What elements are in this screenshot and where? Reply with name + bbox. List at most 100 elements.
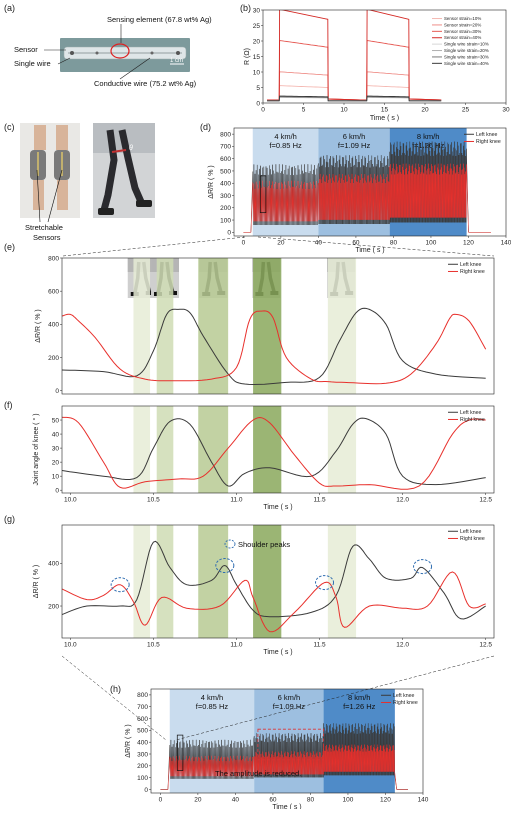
chart-d-xtick-label: 80 xyxy=(390,240,398,247)
chart-g: 10.0 10.5 11.0 11.5 12.0 12.5 200 400 Time ( s )… xyxy=(33,524,495,656)
chart-e-phase-band xyxy=(156,258,174,394)
chart-h-band-speed: 8 km/h xyxy=(348,693,371,702)
chart-b-series-line xyxy=(267,10,442,101)
sensors-pointer-left xyxy=(36,169,41,223)
chart-h-xtick-label: 60 xyxy=(269,797,277,804)
stretchable-label: Stretchable xyxy=(25,223,63,232)
chart-e-phase-band xyxy=(198,258,229,394)
chart-h-ytick-label: 0 xyxy=(144,787,148,794)
chart-h-xlabel: Time ( s ) xyxy=(272,804,301,809)
chart-b-ytick-label: 30 xyxy=(253,7,261,14)
chart-f-phase-band xyxy=(156,406,174,493)
chart-b-ytick-label: 25 xyxy=(253,23,261,30)
chart-g-ylabel: ΔR/R ( % ) xyxy=(33,565,40,598)
chart-b-ytick-label: 5 xyxy=(256,85,260,92)
chart-e-legend-entry: Left knee xyxy=(460,262,481,268)
chart-d-ytick-label: 300 xyxy=(220,193,231,200)
chart-h-ytick-label: 600 xyxy=(137,716,148,723)
chart-g-ytick-label: 200 xyxy=(48,603,59,610)
chart-g-xtick-label: 10.0 xyxy=(64,642,77,649)
chart-h-series-line xyxy=(160,744,408,790)
chart-e-legend-entry: Right knee xyxy=(460,269,485,275)
chart-f-xtick-label: 12.5 xyxy=(479,497,492,504)
chart-f-ytick-label: 10 xyxy=(52,473,60,480)
chart-f-xlabel: Time ( s ) xyxy=(263,504,292,511)
chart-g-phase-band xyxy=(198,525,229,638)
chart-g-legend-entry: Left knee xyxy=(460,529,481,535)
chart-f-phase-band xyxy=(327,406,357,493)
chart-h-xtick-label: 140 xyxy=(418,797,429,804)
chart-d-xtick-label: 120 xyxy=(463,240,474,247)
chart-d-xlabel: Time ( s ) xyxy=(355,247,384,254)
chart-f-ytick-label: 40 xyxy=(52,431,60,438)
chart-d-ytick-label: 600 xyxy=(220,156,231,163)
chart-f-xtick-label: 10.5 xyxy=(147,497,160,504)
chart-h-xtick-label: 120 xyxy=(380,797,391,804)
chart-f-phase-band xyxy=(198,406,229,493)
chart-g-xtick-label: 11.5 xyxy=(313,642,326,649)
chart-h-ytick-label: 300 xyxy=(137,751,148,758)
chart-d-band-freq: f=0.85 Hz xyxy=(269,141,302,150)
chart-e-frame xyxy=(61,257,495,395)
chart-h-xtick-label: 100 xyxy=(343,797,354,804)
chart-f: 10.0 10.5 11.0 11.5 12.0 12.5 0 10 20 30 40 50 Time … xyxy=(32,405,495,511)
chart-d-band-speed: 6 km/h xyxy=(343,132,366,141)
chart-d-legend-entry: Left knee xyxy=(476,132,497,138)
chart-d-frame xyxy=(233,127,507,237)
chart-d-series-line xyxy=(243,163,491,233)
chart-h-ylabel: ΔR/R ( % ) xyxy=(125,724,132,757)
chart-f-frame xyxy=(61,405,495,494)
panel-label-d: (d) xyxy=(200,122,211,132)
chart-b-legend-entry: Sensor strain=40% xyxy=(444,35,481,40)
chart-f-ytick-label: 30 xyxy=(52,445,60,452)
scale-bar-label: 1 cm xyxy=(170,58,183,64)
chart-b-xtick-label: 25 xyxy=(462,107,470,114)
chart-h-xtick-label: 0 xyxy=(159,797,163,804)
chart-b-legend-entry: Sensor strain=10% xyxy=(444,16,481,21)
chart-b-xtick-label: 5 xyxy=(302,107,306,114)
amplitude-note: The amplitude is reduced. xyxy=(215,769,301,778)
chart-b-xtick-label: 20 xyxy=(421,107,429,114)
walking-photo: θ xyxy=(93,123,155,218)
chart-e-phase-band xyxy=(327,258,357,394)
chart-g-shoulder-peak-marker xyxy=(110,577,130,593)
conductive-wire-label: Conductive wire (75.2 wt% Ag) xyxy=(94,79,197,88)
chart-h-ytick-label: 500 xyxy=(137,728,148,735)
chart-b-legend-entry: Sensor strain=30% xyxy=(444,29,481,34)
chart-f-phase-band xyxy=(133,406,151,493)
sensors-label: Sensors xyxy=(33,233,61,242)
chart-b-legend-entry: Sensor strain=20% xyxy=(444,22,481,27)
chart-d-ytick-label: 500 xyxy=(220,168,231,175)
shoulder-legend-circle xyxy=(224,539,236,549)
chart-d-band-speed: 8 km/h xyxy=(417,132,440,141)
chart-b-legend-entry: Single wire strain=10% xyxy=(444,42,489,47)
chart-h-band-speed: 4 km/h xyxy=(201,693,224,702)
chart-d-band-freq: f=1.09 Hz xyxy=(338,141,371,150)
chart-h-frame xyxy=(150,688,424,794)
chart-b-series-line xyxy=(267,95,442,102)
chart-h-band-speed: 6 km/h xyxy=(278,693,301,702)
chart-d-ytick-label: 800 xyxy=(220,131,231,138)
chart-f-ytick-label: 50 xyxy=(52,417,60,424)
chart-f-xtick-label: 11.5 xyxy=(313,497,326,504)
chart-f-xtick-label: 12.0 xyxy=(396,497,409,504)
chart-b-xtick-label: 0 xyxy=(261,107,265,114)
chart-h-ytick-label: 100 xyxy=(137,775,148,782)
chart-h-band-freq: f=0.85 Hz xyxy=(196,702,229,711)
chart-h-ytick-label: 800 xyxy=(137,692,148,699)
chart-f-phase-band xyxy=(253,406,282,493)
chart-b-xtick-label: 15 xyxy=(381,107,389,114)
chart-f-xtick-label: 10.0 xyxy=(64,497,77,504)
chart-b-ytick-label: 0 xyxy=(256,100,260,107)
single-wire-pointer xyxy=(57,57,71,65)
chart-h-series-line xyxy=(160,723,408,790)
chart-b-ytick-label: 20 xyxy=(253,38,261,45)
chart-d: 4 km/hf=0.85 Hz6 km/hf=1.09 Hz8 km/hf=1.… xyxy=(208,127,511,254)
chart-g-xtick-label: 12.5 xyxy=(479,642,492,649)
chart-f-ytick-label: 20 xyxy=(52,459,60,466)
chart-d-xtick-label: 60 xyxy=(352,240,360,247)
chart-h-highlight-box xyxy=(257,728,324,761)
chart-g-xtick-label: 11.0 xyxy=(230,642,243,649)
